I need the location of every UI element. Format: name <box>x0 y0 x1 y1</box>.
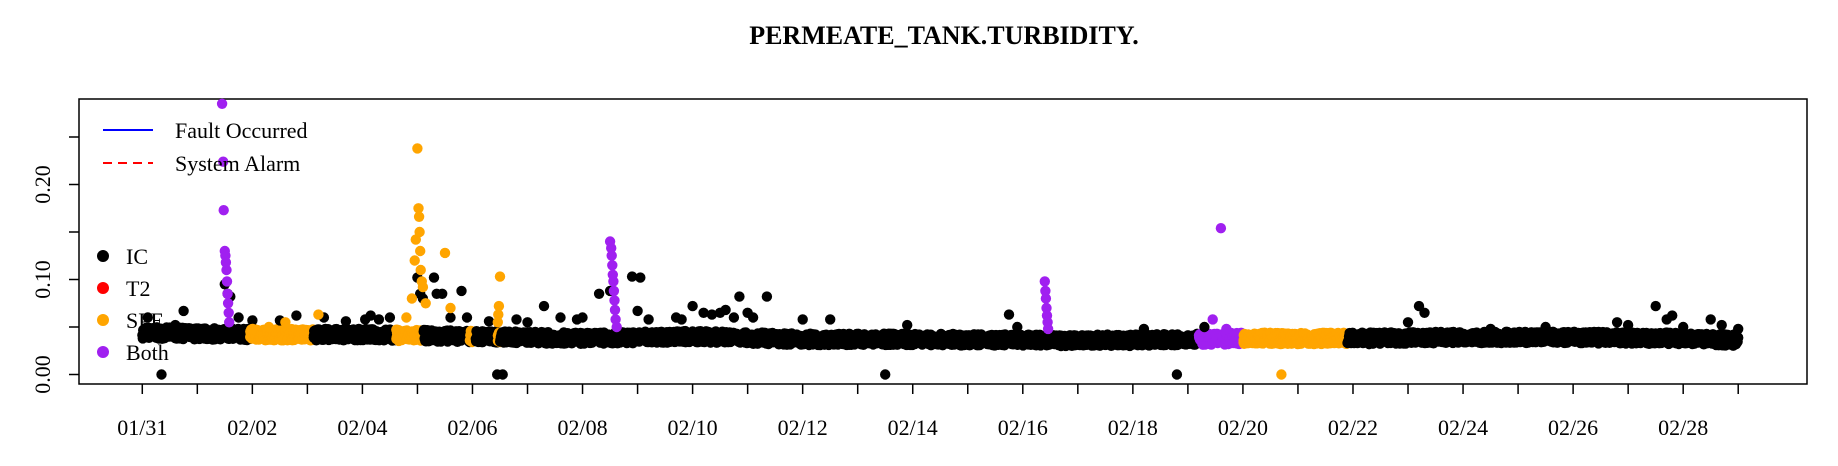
ic-point <box>1171 369 1183 380</box>
both-point <box>606 250 617 261</box>
ic-point <box>373 314 385 325</box>
ic-point <box>687 300 698 312</box>
ic-point <box>340 316 352 327</box>
both-point <box>608 285 620 297</box>
ic-point <box>1733 323 1744 335</box>
ic-point <box>902 319 913 331</box>
ic-point <box>1138 323 1150 335</box>
ic-point <box>461 312 473 323</box>
ic-point <box>577 312 588 323</box>
spe-point <box>415 264 426 276</box>
x-axis: 01/31 02/02 02/04 02/06 02/08 02/10 02/12 02/14… <box>117 384 1739 440</box>
ic-point <box>635 272 646 283</box>
spe-point <box>420 298 431 309</box>
both-point <box>611 321 622 333</box>
ic-point <box>747 312 759 323</box>
ic-point <box>437 288 448 299</box>
spe-point <box>406 293 418 304</box>
ic-point <box>1622 319 1634 331</box>
both-point <box>1221 323 1232 335</box>
ic-point <box>1705 314 1716 325</box>
both-point <box>221 276 233 287</box>
ic-point <box>1012 321 1023 333</box>
ic-point <box>156 369 167 380</box>
spe-point <box>401 312 412 323</box>
points-layer <box>137 98 1744 380</box>
ic-point <box>384 312 396 323</box>
spe-point <box>263 321 275 333</box>
ic-point <box>1003 309 1015 320</box>
ic-point <box>538 300 550 312</box>
both-point <box>608 276 619 287</box>
ic-point <box>511 314 522 325</box>
both-point <box>1039 276 1051 287</box>
both-point <box>1040 293 1052 304</box>
spe-point <box>280 317 291 328</box>
ic-point <box>1650 300 1661 312</box>
ic-point <box>1667 310 1678 321</box>
ic-point <box>797 314 808 325</box>
ic-point <box>1485 323 1496 335</box>
both-point <box>1207 314 1218 325</box>
chart-title: PERMEATE_TANK.TURBIDITY. <box>749 21 1139 50</box>
ic-point <box>728 312 740 323</box>
ic-point <box>880 369 891 380</box>
ic-point <box>522 317 533 328</box>
ic-point <box>643 314 654 325</box>
spe-point <box>492 317 503 328</box>
ic-point <box>456 285 467 297</box>
spe-point <box>494 271 506 282</box>
spe-point <box>412 143 423 154</box>
spe-point <box>1276 369 1287 380</box>
spe-point <box>409 255 420 266</box>
ic-point <box>497 369 508 380</box>
both-point <box>216 98 228 110</box>
both-point <box>224 317 235 328</box>
ic-point <box>632 305 643 317</box>
both-point <box>222 288 233 299</box>
ic-point <box>720 304 731 316</box>
ic-point <box>291 310 302 321</box>
ic-point <box>734 291 745 302</box>
ic-point <box>761 291 773 302</box>
spe-point <box>445 302 456 314</box>
ic-point <box>178 305 189 317</box>
spe-point <box>439 247 451 259</box>
ic-point <box>1540 321 1551 333</box>
ic-point <box>555 312 566 323</box>
ic-point <box>1678 321 1689 333</box>
ic-point <box>1419 307 1430 318</box>
ic-point <box>483 316 495 327</box>
both-point <box>1042 323 1054 335</box>
both-point <box>222 298 234 309</box>
spe-point <box>313 309 324 320</box>
both-point <box>223 307 234 318</box>
both-point <box>221 264 232 276</box>
spe-point <box>417 281 429 293</box>
ic-point <box>170 319 181 331</box>
spe-point <box>414 226 425 238</box>
spe-point <box>415 245 426 257</box>
both-point <box>218 205 229 216</box>
ic-point <box>445 312 456 323</box>
ic-point <box>593 288 605 299</box>
ic-point <box>676 314 687 325</box>
both-point <box>607 260 618 271</box>
plot-frame <box>78 98 1808 385</box>
ic-point <box>428 272 440 283</box>
spe-point <box>413 211 425 222</box>
spe-point <box>247 323 258 335</box>
both-point <box>1215 223 1227 234</box>
ic-point <box>1199 321 1210 333</box>
both-point <box>609 304 621 316</box>
ic-point <box>1402 317 1414 328</box>
both-point <box>609 295 620 306</box>
ic-point <box>233 312 244 323</box>
ic-point <box>1716 319 1727 331</box>
ic-point <box>1611 317 1623 328</box>
ic-point <box>825 314 836 325</box>
